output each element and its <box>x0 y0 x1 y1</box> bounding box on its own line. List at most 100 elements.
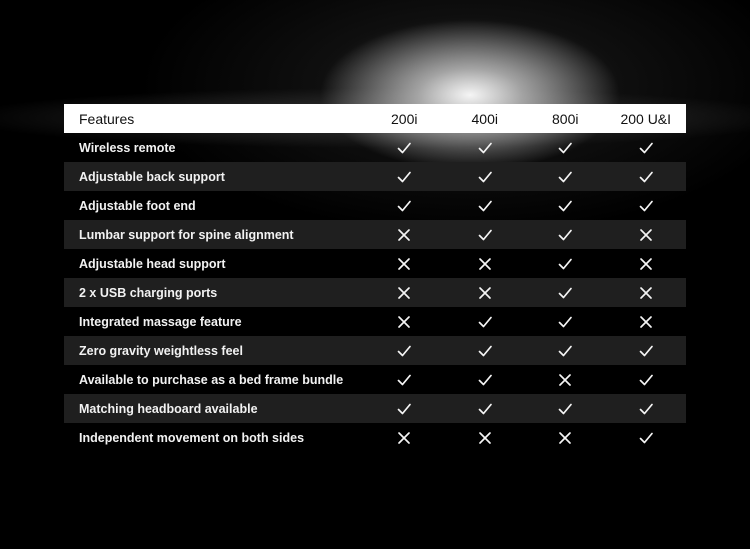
availability-cell <box>525 226 606 244</box>
availability-cell <box>525 313 606 331</box>
cross-icon <box>398 431 411 444</box>
availability-cell <box>525 139 606 157</box>
check-icon <box>478 374 492 385</box>
feature-label: Available to purchase as a bed frame bun… <box>79 372 344 387</box>
table-row: Zero gravity weightless feel <box>64 336 686 365</box>
availability-cell <box>364 255 445 273</box>
cross-icon <box>639 286 652 299</box>
availability-cell <box>445 226 526 244</box>
cross-icon <box>478 431 491 444</box>
check-icon <box>478 200 492 211</box>
availability-cell <box>525 400 606 418</box>
availability-cell <box>525 168 606 186</box>
cross-icon <box>398 286 411 299</box>
table-row: Adjustable foot end <box>64 191 686 220</box>
model-name: 200 U&I <box>620 110 672 127</box>
check-icon <box>558 200 573 211</box>
check-icon <box>478 229 492 240</box>
availability-cell <box>445 284 526 302</box>
cross-icon <box>639 315 652 328</box>
cross-icon <box>478 286 491 299</box>
check-icon <box>478 403 492 414</box>
availability-cell <box>606 284 687 302</box>
comparison-table: Features 200i 400i 800i 200 U&I Wireless… <box>64 104 686 452</box>
availability-cell <box>606 342 687 360</box>
availability-cell <box>445 168 526 186</box>
check-icon <box>558 142 573 153</box>
check-icon <box>639 345 653 356</box>
availability-cell <box>606 168 687 186</box>
check-icon <box>558 316 573 327</box>
availability-cell <box>606 226 687 244</box>
check-icon <box>558 287 573 298</box>
availability-cell <box>606 197 687 215</box>
availability-cell <box>606 313 687 331</box>
check-icon <box>639 142 653 153</box>
feature-label: Adjustable back support <box>79 169 225 184</box>
table-row: Lumbar support for spine alignment <box>64 220 686 249</box>
feature-label: Matching headboard available <box>79 401 258 416</box>
availability-cell <box>364 371 445 389</box>
table-row: Integrated massage feature <box>64 307 686 336</box>
availability-cell <box>525 284 606 302</box>
check-icon <box>397 200 412 211</box>
check-icon <box>558 345 573 356</box>
availability-cell <box>606 371 687 389</box>
availability-cell <box>364 168 445 186</box>
availability-cell <box>445 197 526 215</box>
model-name: 200i <box>391 110 418 127</box>
availability-cell <box>364 139 445 157</box>
feature-label: Zero gravity weightless feel <box>79 343 243 358</box>
cross-icon <box>398 257 411 270</box>
availability-cell <box>364 197 445 215</box>
check-icon <box>397 171 412 182</box>
check-icon <box>397 403 412 414</box>
feature-label: Integrated massage feature <box>79 314 242 329</box>
availability-cell <box>445 255 526 273</box>
model-header-800i: 800i <box>525 111 606 127</box>
availability-cell <box>364 342 445 360</box>
availability-cell <box>445 313 526 331</box>
table-row: Adjustable head support <box>64 249 686 278</box>
model-header-200-ui: 200 U&I <box>606 111 687 127</box>
cross-icon <box>478 257 491 270</box>
availability-cell <box>364 226 445 244</box>
feature-label: Independent movement on both sides <box>79 430 305 445</box>
table-row: Adjustable back support <box>64 162 686 191</box>
check-icon <box>558 403 573 414</box>
check-icon <box>397 142 412 153</box>
feature-label: Lumbar support for spine alignment <box>79 227 294 242</box>
cross-icon <box>639 257 652 270</box>
feature-label: 2 x USB charging ports <box>79 285 218 300</box>
table-row: Independent movement on both sides <box>64 423 686 452</box>
availability-cell <box>525 429 606 447</box>
check-icon <box>478 316 492 327</box>
features-column-header: Features <box>79 110 135 127</box>
cross-icon <box>398 315 411 328</box>
table-row: 2 x USB charging ports <box>64 278 686 307</box>
cross-icon <box>559 373 572 386</box>
availability-cell <box>525 197 606 215</box>
availability-cell <box>525 255 606 273</box>
availability-cell <box>445 342 526 360</box>
check-icon <box>639 200 653 211</box>
feature-label: Wireless remote <box>79 140 176 155</box>
availability-cell <box>364 313 445 331</box>
check-icon <box>478 142 492 153</box>
table-row: Matching headboard available <box>64 394 686 423</box>
availability-cell <box>445 429 526 447</box>
model-name: 800i <box>552 110 579 127</box>
table-body: Wireless remote Adjustable back support Ad… <box>64 133 686 452</box>
model-header-200i: 200i <box>364 111 445 127</box>
check-icon <box>639 171 653 182</box>
check-icon <box>397 345 412 356</box>
availability-cell <box>606 139 687 157</box>
availability-cell <box>606 255 687 273</box>
cross-icon <box>398 228 411 241</box>
table-header-row: Features 200i 400i 800i 200 U&I <box>64 104 686 133</box>
availability-cell <box>606 429 687 447</box>
feature-label: Adjustable foot end <box>79 198 196 213</box>
model-header-400i: 400i <box>445 111 526 127</box>
check-icon <box>397 374 412 385</box>
model-name: 400i <box>471 110 498 127</box>
